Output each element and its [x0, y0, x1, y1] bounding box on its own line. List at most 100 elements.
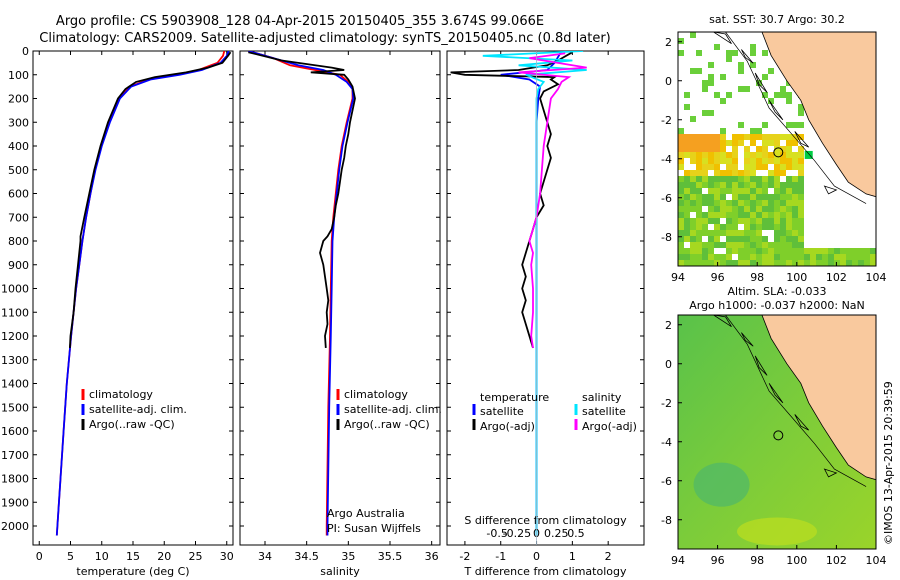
- x-tick-label: 98: [750, 271, 764, 284]
- sst-cell: [696, 182, 702, 188]
- sst-cell: [696, 164, 702, 170]
- sst-cell: [780, 182, 786, 188]
- sst-cell: [738, 140, 744, 146]
- sst-cell: [702, 242, 708, 248]
- sst-cell: [792, 140, 798, 146]
- sst-cell: [750, 206, 756, 212]
- sst-cell: [726, 170, 732, 176]
- legend-label: climatology: [344, 388, 408, 401]
- island-outline: [794, 414, 809, 431]
- map-frame: [677, 314, 877, 550]
- sst-cell: [690, 158, 696, 164]
- sst-cell: [714, 206, 720, 212]
- sst-cell: [696, 140, 702, 146]
- sst-cell: [678, 158, 684, 164]
- map-title: sat. SST: 30.7 Argo: 30.2: [709, 13, 845, 26]
- sst-cell: [714, 170, 720, 176]
- sst-cell: [774, 254, 780, 260]
- sst-cell: [738, 260, 744, 266]
- sst-cell: [702, 218, 708, 224]
- sst-cell: [738, 134, 744, 140]
- sst-cell: [750, 224, 756, 230]
- sst-cell: [714, 254, 720, 260]
- x-tick-label: -2: [459, 550, 470, 563]
- x-tick-label: 0: [533, 550, 540, 563]
- sst-cell: [678, 242, 684, 248]
- sst-cell: [780, 158, 786, 164]
- sst-cell: [732, 152, 738, 158]
- sst-cell: [726, 50, 732, 56]
- sst-cell: [714, 194, 720, 200]
- sst-cell: [774, 242, 780, 248]
- sst-cell: [774, 206, 780, 212]
- sst-cell: [756, 188, 762, 194]
- sst-cell: [726, 176, 732, 182]
- sst-cell: [750, 188, 756, 194]
- sst-cell: [780, 218, 786, 224]
- sst-cell: [690, 188, 696, 194]
- sst-cell: [858, 254, 864, 260]
- sst-cell: [756, 182, 762, 188]
- sst-cell: [744, 182, 750, 188]
- sst-cell: [714, 242, 720, 248]
- sst-cell: [732, 182, 738, 188]
- sst-cell: [750, 200, 756, 206]
- sst-cell: [732, 50, 738, 56]
- sst-cell: [744, 200, 750, 206]
- sst-cell: [738, 212, 744, 218]
- map-body: [678, 32, 876, 266]
- sst-cell: [732, 176, 738, 182]
- sst-cell: [678, 194, 684, 200]
- sst-cell: [696, 242, 702, 248]
- sst-cell: [684, 140, 690, 146]
- sst-cell: [738, 206, 744, 212]
- sst-cell: [696, 206, 702, 212]
- x-tick-label: 0: [36, 550, 43, 563]
- sst-cell: [678, 134, 684, 140]
- sst-cell: [750, 230, 756, 236]
- sst-cell: [696, 158, 702, 164]
- sst-cell: [714, 146, 720, 152]
- sst-cell: [804, 150, 813, 159]
- sst-cell: [774, 170, 780, 176]
- sst-cell: [678, 212, 684, 218]
- sst-cell: [774, 182, 780, 188]
- sst-cell: [762, 260, 768, 266]
- sst-cell: [708, 176, 714, 182]
- sst-cell: [702, 152, 708, 158]
- sst-cell: [726, 56, 732, 62]
- island-outline: [823, 185, 838, 195]
- sst-cell: [768, 260, 774, 266]
- sst-cell: [732, 146, 738, 152]
- sst-cell: [702, 230, 708, 236]
- sst-cell: [696, 50, 702, 56]
- sst-cell: [678, 254, 684, 260]
- sst-cell: [696, 260, 702, 266]
- sst-cell: [738, 176, 744, 182]
- sst-cell: [690, 140, 696, 146]
- sst-cell: [714, 260, 720, 266]
- sst-cell: [714, 188, 720, 194]
- sst-cell: [684, 236, 690, 242]
- sst-cell: [744, 224, 750, 230]
- sst-cell: [768, 224, 774, 230]
- sst-cell: [720, 260, 726, 266]
- sst-cell: [768, 254, 774, 260]
- x-tick-label: 20: [157, 550, 171, 563]
- sst-cell: [780, 164, 786, 170]
- x-axis-label: salinity: [320, 565, 360, 578]
- sst-cell: [780, 134, 786, 140]
- sst-cell: [762, 92, 768, 98]
- y-tick-label: 1200: [1, 330, 29, 343]
- y-tick-label: -8: [661, 231, 672, 244]
- sst-cell: [750, 248, 756, 254]
- sst-cell: [702, 254, 708, 260]
- sst-cell: [690, 134, 696, 140]
- sst-cell: [744, 170, 750, 176]
- sst-cell: [792, 206, 798, 212]
- legend-label: Argo(-adj): [480, 420, 535, 433]
- sst-cell: [750, 158, 756, 164]
- sst-cell: [792, 212, 798, 218]
- sst-cell: [744, 242, 750, 248]
- sst-cell: [774, 92, 780, 98]
